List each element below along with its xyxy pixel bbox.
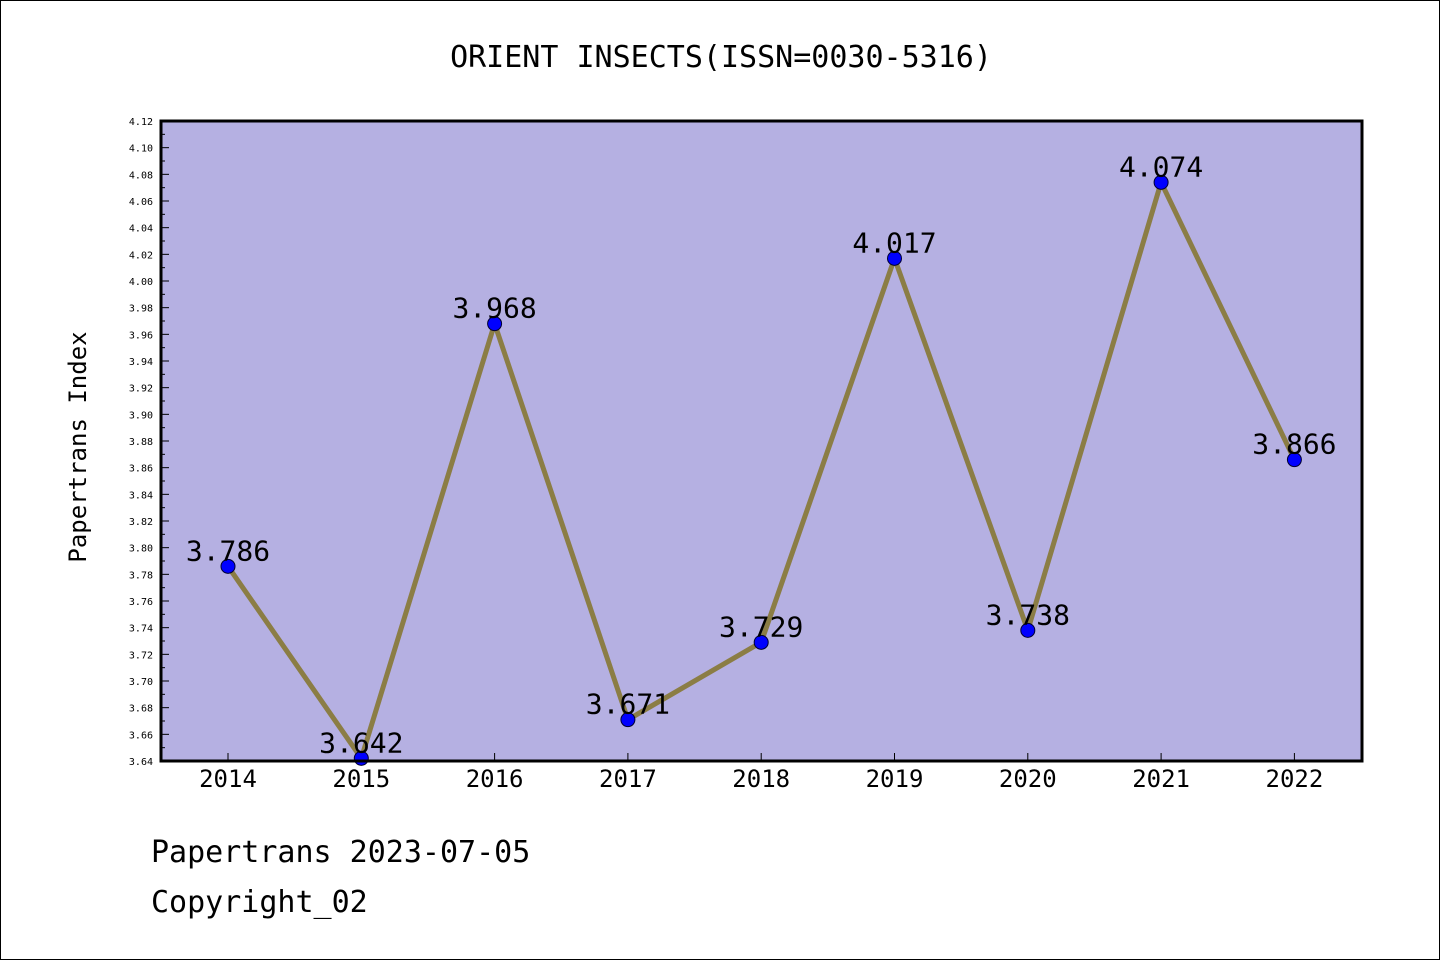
- y-tick-label: 3.74: [129, 624, 153, 635]
- plot-border: [159, 119, 1364, 763]
- y-tick-label: 3.84: [129, 490, 153, 501]
- footer-copyright: Copyright_02: [151, 885, 368, 920]
- data-point: [1020, 622, 1036, 638]
- data-labels: 3.786 3.642 3.968 3.671 3.729 4.017 3.738 4.074…: [186, 150, 1337, 759]
- y-tick-label: 3.98: [129, 304, 153, 315]
- data-label: 3.786: [186, 534, 270, 567]
- x-tick-label: 2022: [1266, 765, 1324, 793]
- data-label: 4.017: [852, 226, 936, 259]
- chart-title: ORIENT INSECTS(ISSN=0030-5316): [450, 40, 992, 75]
- y-tick-label: 4.10: [129, 144, 153, 155]
- x-tick-label: 2017: [599, 765, 657, 793]
- x-tick-label: 2018: [732, 765, 790, 793]
- x-axis: 2014 2015 2016 2017 2018 2019 2020 2021 2022: [199, 753, 1323, 793]
- y-tick-label: 3.70: [129, 677, 153, 688]
- y-tick-label: 4.04: [129, 224, 153, 235]
- y-tick-label: 4.08: [129, 170, 153, 181]
- data-label: 3.866: [1252, 428, 1336, 461]
- y-tick-label: 3.68: [129, 704, 153, 715]
- data-label: 4.074: [1119, 150, 1203, 183]
- data-point: [220, 558, 236, 574]
- y-tick-label: 3.80: [129, 544, 153, 555]
- y-tick-label: 3.92: [129, 384, 153, 395]
- footer-date: Papertrans 2023-07-05: [151, 835, 531, 870]
- data-point: [620, 712, 636, 728]
- x-tick-label: 2014: [199, 765, 257, 793]
- y-tick-label: 3.76: [129, 597, 153, 608]
- data-label: 3.968: [452, 292, 536, 325]
- data-point: [1286, 452, 1302, 468]
- y-tick-label: 3.66: [129, 730, 153, 741]
- x-tick-label: 2020: [999, 765, 1057, 793]
- data-label: 3.671: [586, 688, 670, 721]
- y-tick-label: 3.94: [129, 357, 153, 368]
- data-markers: [220, 174, 1302, 766]
- x-tick-label: 2019: [866, 765, 924, 793]
- y-tick-label: 3.82: [129, 517, 153, 528]
- data-label: 3.738: [986, 598, 1070, 631]
- x-tick-label: 2016: [466, 765, 524, 793]
- y-tick-label: 3.78: [129, 570, 153, 581]
- y-tick-label: 3.72: [129, 650, 153, 661]
- data-point: [887, 250, 902, 266]
- data-point: [753, 634, 769, 650]
- data-point: [487, 316, 503, 332]
- y-axis: 3.64 3.66 3.68 3.70 3.72 3.74 3.76 3.78 3.80 3.82…: [129, 117, 169, 768]
- y-tick-label: 3.88: [129, 437, 153, 448]
- data-label: 3.729: [719, 610, 803, 643]
- y-tick-label: 4.06: [129, 197, 153, 208]
- x-tick-label: 2015: [332, 765, 390, 793]
- data-point: [1153, 174, 1169, 190]
- y-tick-label: 4.12: [129, 117, 153, 128]
- y-tick-label: 4.02: [129, 250, 153, 261]
- x-tick-label: 2021: [1132, 765, 1190, 793]
- y-tick-label: 4.00: [129, 277, 153, 288]
- y-axis-label: Papertrans Index: [64, 331, 92, 562]
- y-tick-label: 3.96: [129, 330, 153, 341]
- y-tick-label: 3.90: [129, 410, 153, 421]
- y-tick-label: 3.64: [129, 757, 153, 768]
- data-label: 3.642: [319, 726, 403, 759]
- plot-area: [161, 121, 1362, 761]
- y-tick-label: 3.86: [129, 464, 153, 475]
